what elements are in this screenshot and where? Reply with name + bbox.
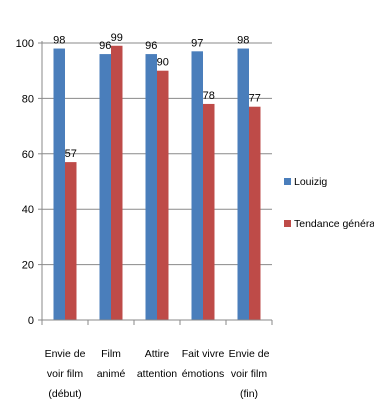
y-tick-label: 80 (22, 93, 34, 105)
bar-series-2 (203, 103, 215, 320)
data-label: 78 (203, 90, 215, 102)
data-label: 77 (249, 93, 261, 105)
bar-series-1 (53, 48, 65, 320)
bar-series-1 (145, 54, 157, 321)
bar-series-1 (237, 48, 249, 320)
data-label: 90 (157, 57, 169, 69)
data-label: 96 (99, 40, 111, 52)
legend-swatch (284, 178, 291, 185)
data-label: 57 (65, 148, 77, 160)
bars (53, 45, 261, 321)
legend-swatch (284, 220, 291, 227)
data-label: 98 (237, 35, 249, 47)
x-tick-label: Envie de voir film (fin) (229, 348, 270, 400)
legend-label: Tendance générale (294, 218, 374, 230)
y-tick-label: 100 (16, 38, 34, 50)
y-tick-label: 20 (22, 260, 34, 272)
data-labels: 98 96 96 97 98 57 99 90 78 77 (53, 32, 261, 160)
bar-series-1 (191, 51, 203, 321)
y-tick-label: 0 (28, 315, 34, 327)
y-tick-label: 60 (22, 149, 34, 161)
x-tick-label: Film animé (97, 348, 126, 380)
legend-label: Louizig (294, 176, 327, 188)
bar-series-2 (65, 162, 77, 320)
x-tick-label: Attire attention (137, 348, 177, 380)
bar-series-2 (249, 106, 261, 321)
x-tick-label: Envie de voir film (début) (45, 348, 86, 400)
x-tick-label: Fait vivre émotions (182, 348, 225, 380)
data-label: 97 (191, 37, 203, 49)
data-label: 96 (145, 40, 157, 52)
y-tick-label: 40 (22, 204, 34, 216)
bar-series-1 (99, 54, 111, 321)
axes: 0 20 40 60 80 100 Envie de voir film (début) Film… (16, 38, 273, 400)
data-label: 98 (53, 35, 65, 47)
legend: Louizig Tendance générale (284, 176, 374, 230)
bar-series-2 (111, 45, 123, 321)
bar-series-2 (157, 70, 169, 320)
data-label: 99 (111, 32, 123, 44)
